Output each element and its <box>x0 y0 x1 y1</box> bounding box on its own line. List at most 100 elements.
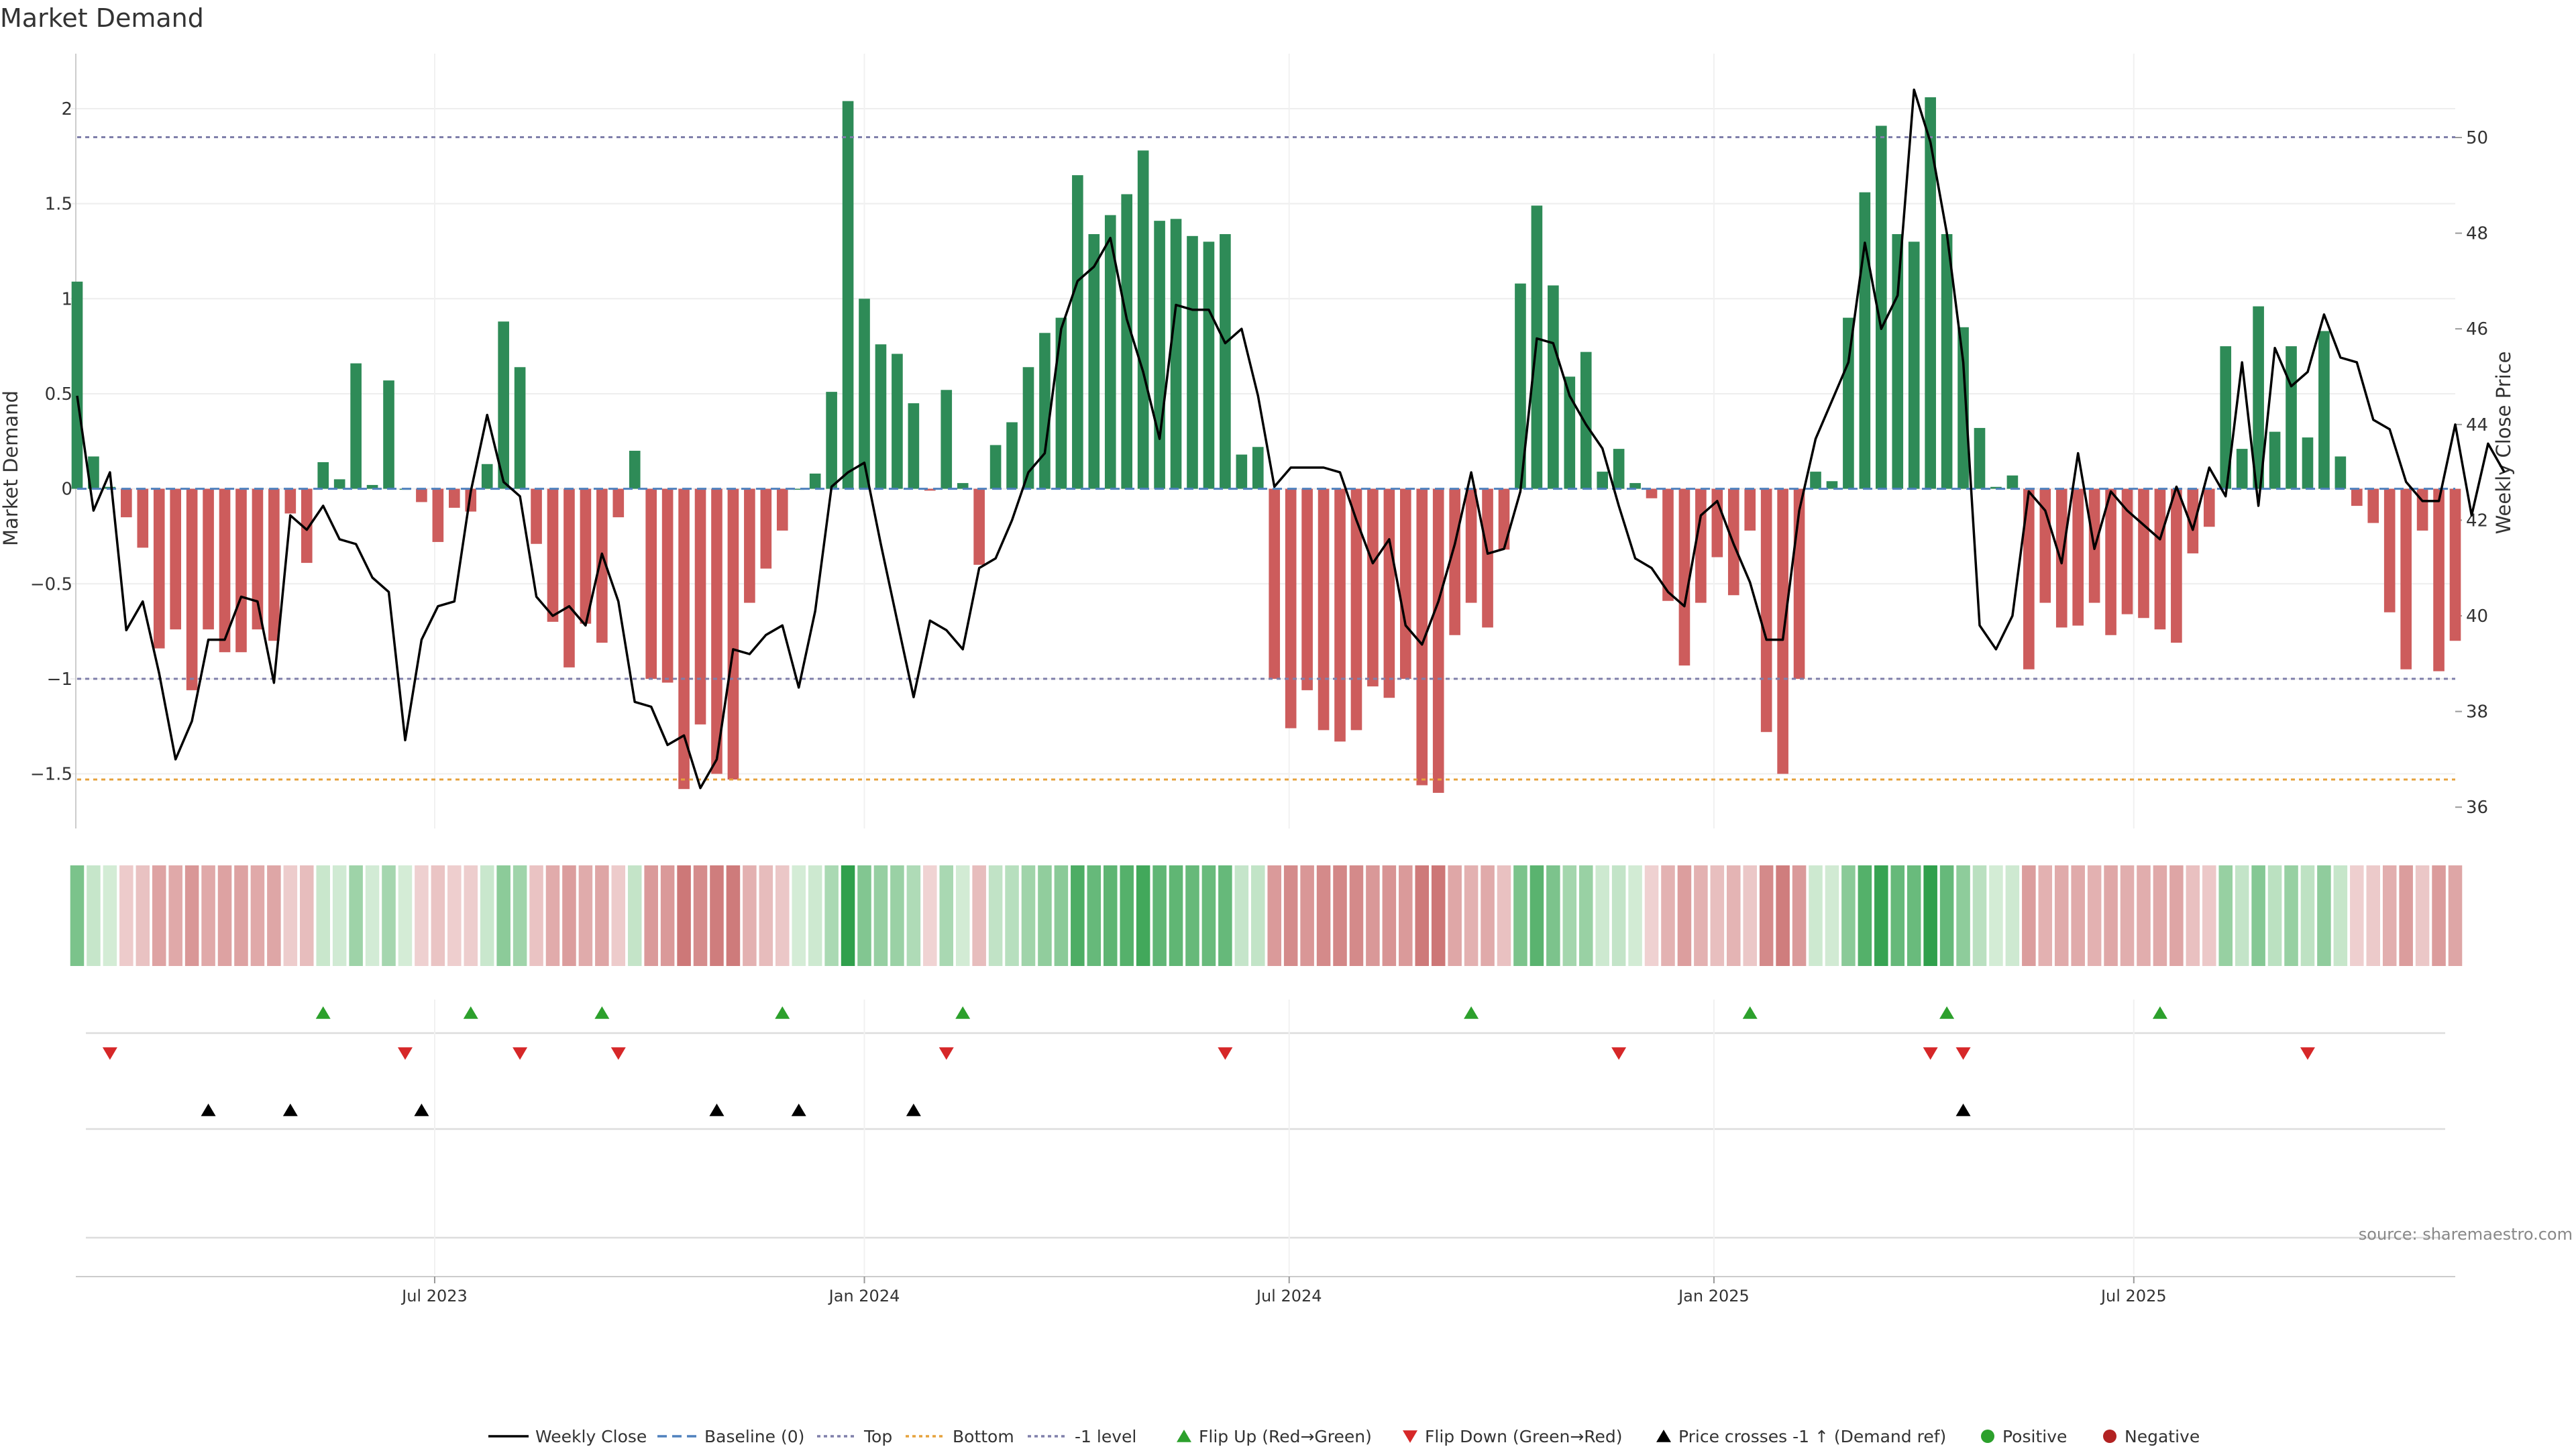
demand-bar <box>350 363 362 489</box>
demand-strip-cell <box>1644 865 1659 966</box>
demand-strip-cell <box>1185 865 1199 966</box>
legend-item: Top <box>817 1427 892 1446</box>
demand-strip-cell <box>152 865 166 966</box>
demand-strip-cell <box>1021 865 1036 966</box>
demand-strip-cell <box>1874 865 1888 966</box>
demand-strip-cell <box>677 865 691 966</box>
demand-bar <box>596 488 608 643</box>
demand-strip-cell <box>1595 865 1609 966</box>
demand-bar <box>1859 192 1871 489</box>
demand-bar <box>1104 215 1116 489</box>
demand-strip-cell <box>759 865 773 966</box>
demand-bar <box>859 299 870 489</box>
legend-item: Baseline (0) <box>657 1427 804 1446</box>
price-cross-marker <box>709 1104 724 1116</box>
demand-bar <box>1039 333 1051 489</box>
demand-strip-cell <box>2054 865 2069 966</box>
legend-label: Flip Up (Red→Green) <box>1199 1427 1372 1446</box>
demand-strip-cell <box>1071 865 1085 966</box>
demand-strip-cell <box>316 865 330 966</box>
demand-strip-cell <box>2432 865 2446 966</box>
demand-bar <box>1646 488 1658 498</box>
demand-strip-cell <box>988 865 1003 966</box>
flip-up-marker <box>1939 1006 1955 1019</box>
legend-label: Weekly Close <box>535 1427 647 1446</box>
demand-bar <box>2286 346 2297 489</box>
demand-strip-cell <box>201 865 215 966</box>
demand-strip-cell <box>644 865 658 966</box>
flip-up-marker <box>775 1006 790 1019</box>
demand-strip-cell <box>1267 865 1281 966</box>
demand-strip-cell <box>283 865 298 966</box>
demand-strip-cell <box>2186 865 2200 966</box>
demand-strip-cell <box>1513 865 1527 966</box>
demand-bar <box>2138 488 2149 619</box>
demand-bar <box>694 488 706 724</box>
demand-bar <box>1187 235 1198 489</box>
demand-bar <box>2269 431 2281 489</box>
flip-down-marker <box>102 1047 117 1060</box>
demand-strip-cell <box>136 865 150 966</box>
demand-bar <box>826 392 837 489</box>
demand-strip-cell <box>300 865 314 966</box>
x-tick-label: Jul 2024 <box>1255 1287 1322 1305</box>
demand-strip-cell <box>1694 865 1708 966</box>
legend-item: Price crosses -1 ↑ (Demand ref) <box>1656 1427 1946 1446</box>
y2-tick-label: 50 <box>2466 128 2488 148</box>
legend-swatch <box>1177 1430 1191 1442</box>
demand-strip-cell <box>431 865 445 966</box>
demand-strip-cell <box>2350 865 2364 966</box>
demand-strip-cell <box>2267 865 2282 966</box>
demand-bar <box>564 488 575 667</box>
demand-bar <box>1350 488 1362 731</box>
demand-bar <box>2105 488 2116 635</box>
demand-bar <box>1088 233 1100 489</box>
demand-bar <box>2367 488 2379 523</box>
demand-strip-cell <box>2071 865 2085 966</box>
demand-bar <box>924 488 936 491</box>
demand-bar <box>2302 437 2314 489</box>
demand-bar <box>1498 488 1510 550</box>
demand-bar <box>219 488 231 653</box>
demand-strip-cell <box>1956 865 1970 966</box>
demand-bar <box>1662 488 1674 601</box>
demand-strip-cell <box>496 865 511 966</box>
main-panel: 2 1.5 1 0.5 0 −0.5 −1 −1.5 50 48 46 44 42 40 38 36 <box>30 54 2506 828</box>
demand-strip-cell <box>365 865 380 966</box>
demand-strip-cell <box>890 865 904 966</box>
demand-strip-cell <box>627 865 642 966</box>
demand-strip-cell <box>1415 865 1430 966</box>
demand-bar <box>1170 219 1182 489</box>
demand-strip-cell <box>611 865 626 966</box>
demand-strip-cell <box>2251 865 2265 966</box>
demand-bar <box>170 488 182 630</box>
price-cross-marker <box>282 1104 298 1116</box>
demand-strip-cell <box>578 865 593 966</box>
legend-label: Bottom <box>953 1427 1014 1446</box>
demand-strip-cell <box>972 865 986 966</box>
y2-tick-label: 40 <box>2466 606 2488 627</box>
demand-bar <box>678 488 690 790</box>
demand-bar <box>366 484 378 489</box>
legend-label: Positive <box>2002 1427 2067 1446</box>
demand-strip-cell <box>1776 865 1790 966</box>
legend-label: Baseline (0) <box>704 1427 804 1446</box>
demand-strip-cell <box>234 865 248 966</box>
demand-strip-cell <box>955 865 970 966</box>
demand-bar <box>301 488 313 564</box>
y2-axis-label: Weekly Close Price <box>2492 352 2515 535</box>
demand-bar <box>1236 454 1248 489</box>
demand-bar <box>1957 327 1969 489</box>
demand-bar <box>121 488 132 518</box>
demand-bar <box>432 488 444 542</box>
demand-strip-cell <box>1218 865 1232 966</box>
demand-bar <box>2220 346 2232 489</box>
demand-strip-cell <box>1562 865 1577 966</box>
demand-bar <box>2318 331 2330 489</box>
demand-strip-cell <box>382 865 396 966</box>
demand-strip-cell <box>217 865 232 966</box>
demand-strip-cell <box>841 865 855 966</box>
demand-strip-cell <box>1234 865 1249 966</box>
price-cross-marker <box>791 1104 806 1116</box>
